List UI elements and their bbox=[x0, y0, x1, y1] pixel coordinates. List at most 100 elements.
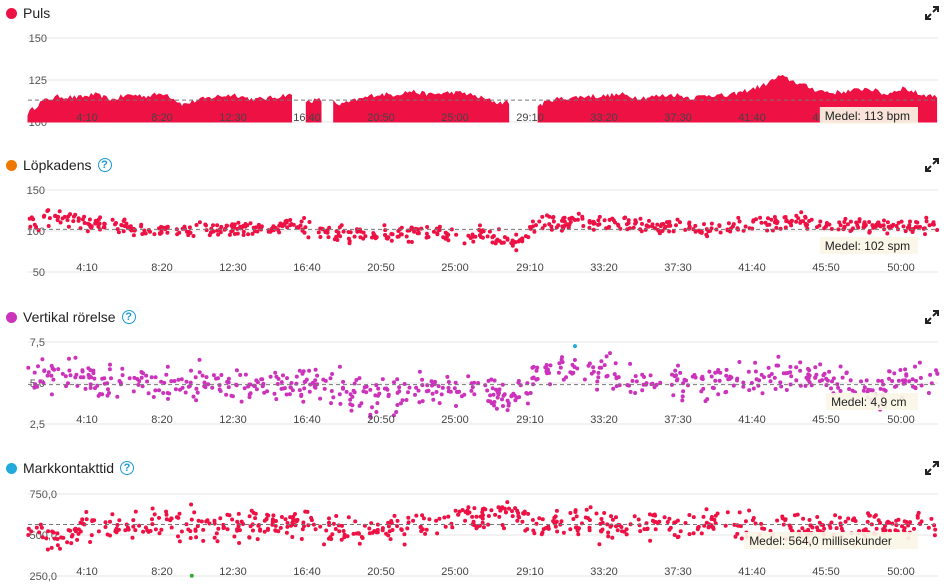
data-point bbox=[238, 373, 243, 377]
x-tick-label: 33:20 bbox=[590, 414, 618, 426]
data-point bbox=[613, 220, 617, 225]
data-point bbox=[148, 529, 153, 533]
data-point bbox=[510, 509, 514, 514]
data-point bbox=[861, 388, 866, 393]
data-point bbox=[232, 232, 237, 236]
data-point bbox=[554, 508, 559, 513]
data-point bbox=[102, 225, 107, 230]
data-point bbox=[497, 514, 502, 519]
data-point bbox=[654, 382, 659, 387]
data-point bbox=[547, 214, 552, 219]
data-point bbox=[594, 511, 599, 516]
data-point bbox=[605, 522, 610, 527]
data-point bbox=[568, 220, 573, 224]
data-point bbox=[165, 230, 170, 235]
data-point bbox=[680, 398, 685, 403]
data-point bbox=[803, 214, 808, 219]
data-point bbox=[676, 534, 681, 539]
data-point bbox=[195, 524, 200, 529]
data-point bbox=[140, 384, 145, 389]
help-icon[interactable]: ? bbox=[121, 310, 136, 324]
expand-icon[interactable] bbox=[925, 461, 939, 475]
expand-icon[interactable] bbox=[925, 310, 939, 324]
x-tick-label: 12:30 bbox=[219, 112, 247, 124]
data-point bbox=[184, 379, 189, 384]
vertical-title: Vertikal rörelse bbox=[23, 309, 116, 325]
data-point bbox=[463, 518, 468, 523]
data-point bbox=[211, 229, 216, 234]
data-point bbox=[197, 220, 202, 225]
data-point bbox=[737, 219, 742, 224]
data-point bbox=[126, 525, 130, 530]
help-icon[interactable]: ? bbox=[120, 461, 135, 475]
data-point bbox=[96, 224, 101, 229]
expand-icon[interactable] bbox=[925, 6, 939, 20]
data-point bbox=[867, 230, 872, 235]
data-point bbox=[141, 529, 146, 534]
expand-icon[interactable] bbox=[925, 158, 939, 172]
data-point bbox=[406, 390, 410, 395]
data-point bbox=[739, 536, 744, 541]
data-point bbox=[216, 526, 221, 531]
data-point bbox=[334, 229, 339, 234]
data-point bbox=[302, 386, 307, 391]
data-point bbox=[659, 222, 664, 227]
data-point bbox=[496, 392, 501, 397]
data-point bbox=[386, 235, 391, 240]
data-point bbox=[741, 384, 746, 389]
data-point bbox=[782, 215, 787, 220]
data-point bbox=[376, 386, 381, 391]
data-point bbox=[789, 374, 794, 379]
data-point bbox=[189, 573, 194, 578]
data-point bbox=[318, 396, 323, 401]
data-point bbox=[313, 367, 318, 372]
data-point bbox=[406, 515, 411, 520]
data-point bbox=[139, 370, 144, 374]
data-point bbox=[926, 391, 931, 395]
data-point bbox=[583, 515, 588, 520]
data-point bbox=[910, 230, 915, 234]
data-point bbox=[505, 500, 510, 505]
x-tick-label: 45:50 bbox=[812, 566, 840, 578]
data-point bbox=[327, 516, 331, 521]
data-point bbox=[103, 525, 108, 529]
data-point bbox=[505, 408, 510, 413]
panel-title: Puls bbox=[6, 2, 50, 24]
ground-contact-panel: Markkontakttid ? 250,0500,0750,04:108:20… bbox=[0, 457, 947, 588]
data-point bbox=[681, 389, 686, 394]
data-point bbox=[794, 365, 799, 370]
data-point bbox=[293, 523, 298, 528]
data-point bbox=[66, 214, 71, 219]
data-point bbox=[876, 518, 881, 523]
data-point bbox=[614, 376, 619, 381]
data-point bbox=[202, 380, 207, 385]
data-point bbox=[88, 385, 93, 390]
data-point bbox=[597, 214, 602, 219]
data-point bbox=[417, 369, 422, 374]
data-point bbox=[571, 517, 576, 521]
data-point bbox=[291, 518, 296, 523]
data-point bbox=[476, 381, 481, 385]
data-point bbox=[903, 229, 908, 234]
data-point bbox=[409, 240, 414, 244]
data-point bbox=[488, 393, 493, 398]
data-point bbox=[565, 222, 570, 227]
data-point bbox=[102, 221, 107, 226]
help-icon[interactable]: ? bbox=[97, 158, 112, 172]
data-point bbox=[399, 232, 404, 237]
data-point bbox=[704, 507, 709, 512]
data-point bbox=[172, 379, 177, 383]
data-point bbox=[39, 525, 44, 530]
data-point bbox=[903, 367, 908, 372]
data-point bbox=[93, 386, 97, 391]
data-point bbox=[678, 370, 683, 375]
data-point bbox=[72, 527, 77, 532]
data-point bbox=[560, 218, 564, 223]
data-point bbox=[55, 218, 60, 223]
data-point bbox=[718, 370, 723, 375]
data-point bbox=[624, 532, 629, 537]
data-point bbox=[303, 225, 308, 230]
data-point bbox=[367, 531, 372, 536]
data-point bbox=[494, 406, 499, 411]
data-point bbox=[887, 528, 892, 533]
